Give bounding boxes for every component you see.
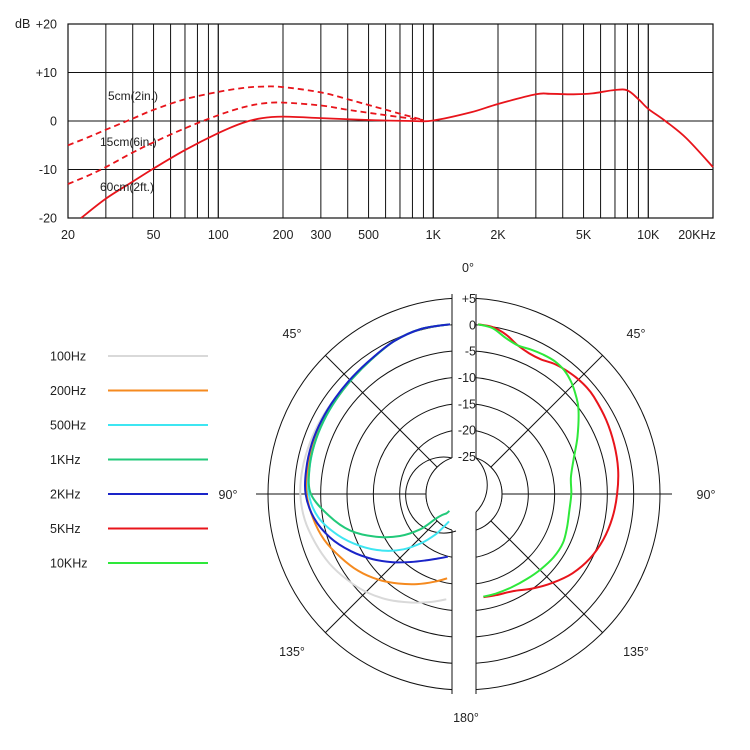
polar-radial-label: +5: [462, 292, 476, 306]
y-tick-label: 0: [50, 115, 57, 129]
polar-series: [299, 323, 620, 604]
polar-center-arc: [475, 457, 488, 513]
polar-angle-label: 0°: [462, 261, 474, 275]
polar-radial-label: 0: [469, 318, 476, 332]
polar-radial-label: -20: [458, 424, 476, 438]
x-tick-label: 2K: [490, 228, 506, 242]
legend-label-200Hz: 200Hz: [50, 384, 86, 398]
x-tick-label: 500: [358, 228, 379, 242]
polar-radial-label: -15: [458, 397, 476, 411]
polar-spoke: [490, 520, 603, 633]
response-curve-2: [67, 101, 424, 185]
x-tick-label: 100: [208, 228, 229, 242]
legend-label-5KHz: 5KHz: [50, 522, 81, 536]
polar-angle-label: 45°: [627, 327, 646, 341]
x-tick-label: 1K: [426, 228, 442, 242]
polar-angle-label: 180°: [453, 711, 479, 725]
legend-label-10KHz: 10KHz: [50, 557, 88, 571]
y-tick-label: -20: [39, 212, 57, 226]
polar-tick-labels: +5 0 -5 -10 -15 -20 -25 0° 45° 45° 90° 90° 135° 135° 1…: [219, 261, 716, 725]
response-curve-3: [80, 88, 714, 219]
polar-axis-gap: [452, 294, 476, 694]
polar-spoke: [325, 355, 438, 468]
annotation-15cm: 15cm(6in.): [100, 135, 157, 149]
x-tick-label: 20: [61, 228, 75, 242]
annotation-5cm: 5cm(2in.): [108, 89, 158, 103]
polar-angle-label: 90°: [697, 488, 716, 502]
polar-curve-10KHz: [477, 323, 580, 598]
polar-angle-label: 135°: [279, 645, 305, 659]
polar-grid: [256, 294, 672, 694]
polar-radial-label: -5: [465, 345, 476, 359]
response-curve-1: [67, 85, 424, 147]
annotation-60cm: 60cm(2ft.): [100, 180, 154, 194]
polar-pattern-chart: +5 0 -5 -10 -15 -20 -25 0° 45° 45° 90° 90° 135° 135° 1…: [50, 261, 715, 725]
legend-label-100Hz: 100Hz: [50, 350, 86, 364]
y-tick-label: -10: [39, 163, 57, 177]
polar-radial-label: -25: [458, 450, 476, 464]
x-tick-label: 5K: [576, 228, 592, 242]
polar-curve-200Hz: [305, 323, 451, 586]
polar-radial-label: -10: [458, 371, 476, 385]
freq-plot-frame: [67, 23, 714, 219]
polar-center-arc: [405, 456, 457, 534]
x-tick-label: 200: [273, 228, 294, 242]
polar-angle-label: 135°: [623, 645, 649, 659]
polar-spoke: [325, 520, 438, 633]
frequency-response-chart: 20 50 100 200 300 500 1K 2K 5K 10K 20KHz +20 +10 0 -10…: [15, 17, 716, 242]
frequency-tick-labels: 20 50 100 200 300 500 1K 2K 5K 10K 20KHz +20 +10 0 -10…: [36, 18, 716, 243]
legend-label-500Hz: 500Hz: [50, 419, 86, 433]
x-tick-label: 300: [310, 228, 331, 242]
legend-label-2KHz: 2KHz: [50, 488, 81, 502]
y-tick-label: +20: [36, 18, 57, 32]
frequency-series: [67, 85, 714, 219]
x-tick-label: 10K: [637, 228, 660, 242]
polar-curve-5KHz: [477, 323, 620, 599]
y-tick-label: +10: [36, 66, 57, 80]
polar-spoke: [490, 355, 603, 468]
polar-angle-label: 45°: [283, 327, 302, 341]
polar-legend: 100Hz 200Hz 500Hz 1KHz 2KHz 5KHz 10KHz: [50, 350, 208, 571]
polar-curve-2KHz: [303, 323, 451, 564]
polar-angle-label: 90°: [219, 488, 238, 502]
y-axis-unit-label: dB: [15, 17, 30, 31]
legend-label-1KHz: 1KHz: [50, 453, 81, 467]
x-tick-label: 20KHz: [678, 228, 716, 242]
x-tick-label: 50: [147, 228, 161, 242]
